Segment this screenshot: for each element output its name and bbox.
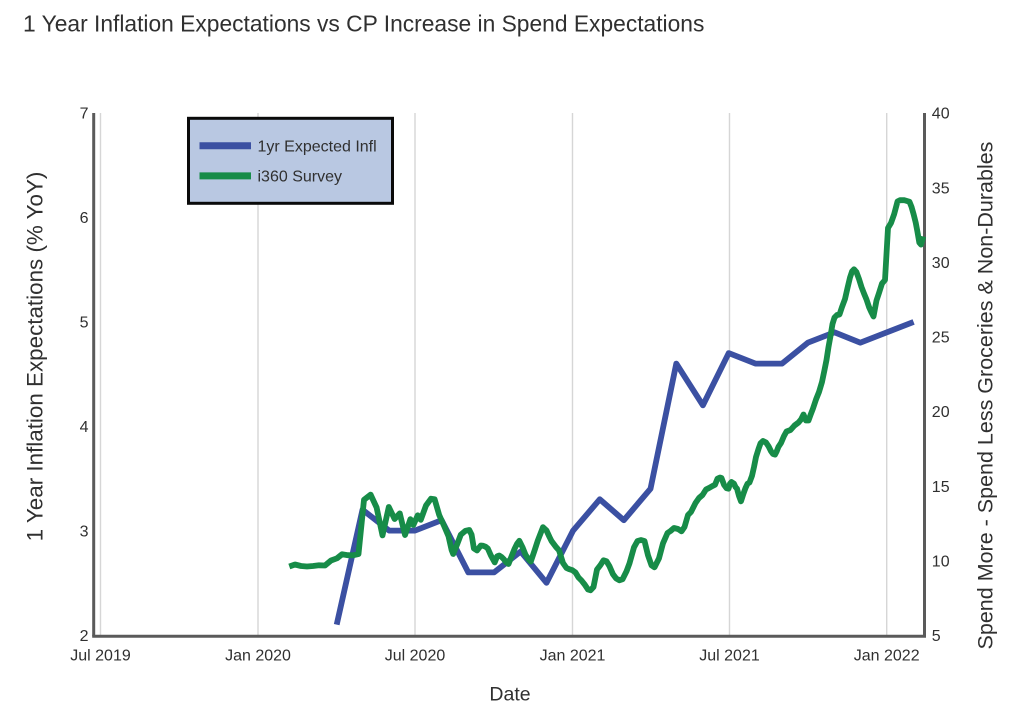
- svg-text:7: 7: [80, 106, 89, 123]
- svg-text:1 Year Inflation Expectations: 1 Year Inflation Expectations vs CP Incr…: [23, 11, 704, 37]
- svg-text:5: 5: [932, 628, 941, 645]
- svg-text:6: 6: [80, 210, 89, 227]
- svg-text:Spend More - Spend Less Grocer: Spend More - Spend Less Groceries & Non-…: [974, 142, 998, 650]
- svg-text:Jul 2020: Jul 2020: [385, 648, 446, 665]
- svg-text:35: 35: [932, 180, 950, 197]
- svg-text:Jan 2021: Jan 2021: [540, 648, 606, 665]
- svg-text:15: 15: [932, 479, 950, 496]
- svg-text:40: 40: [932, 106, 950, 123]
- svg-text:30: 30: [932, 255, 950, 272]
- svg-text:Jan 2020: Jan 2020: [225, 648, 291, 665]
- svg-text:1 Year Inflation Expectations: 1 Year Inflation Expectations (% YoY): [23, 172, 48, 542]
- svg-text:Date: Date: [489, 684, 530, 706]
- svg-text:3: 3: [80, 524, 89, 541]
- svg-text:Jul 2019: Jul 2019: [70, 648, 131, 665]
- svg-text:4: 4: [80, 419, 89, 436]
- svg-text:i360 Survey: i360 Survey: [258, 169, 343, 186]
- svg-text:25: 25: [932, 330, 950, 347]
- svg-text:1yr Expected Infl: 1yr Expected Infl: [258, 138, 377, 155]
- svg-text:Jul 2021: Jul 2021: [699, 648, 760, 665]
- svg-text:10: 10: [932, 553, 950, 570]
- svg-text:2: 2: [80, 628, 89, 645]
- svg-text:Jan 2022: Jan 2022: [854, 648, 920, 665]
- svg-text:20: 20: [932, 404, 950, 421]
- svg-text:5: 5: [80, 315, 89, 332]
